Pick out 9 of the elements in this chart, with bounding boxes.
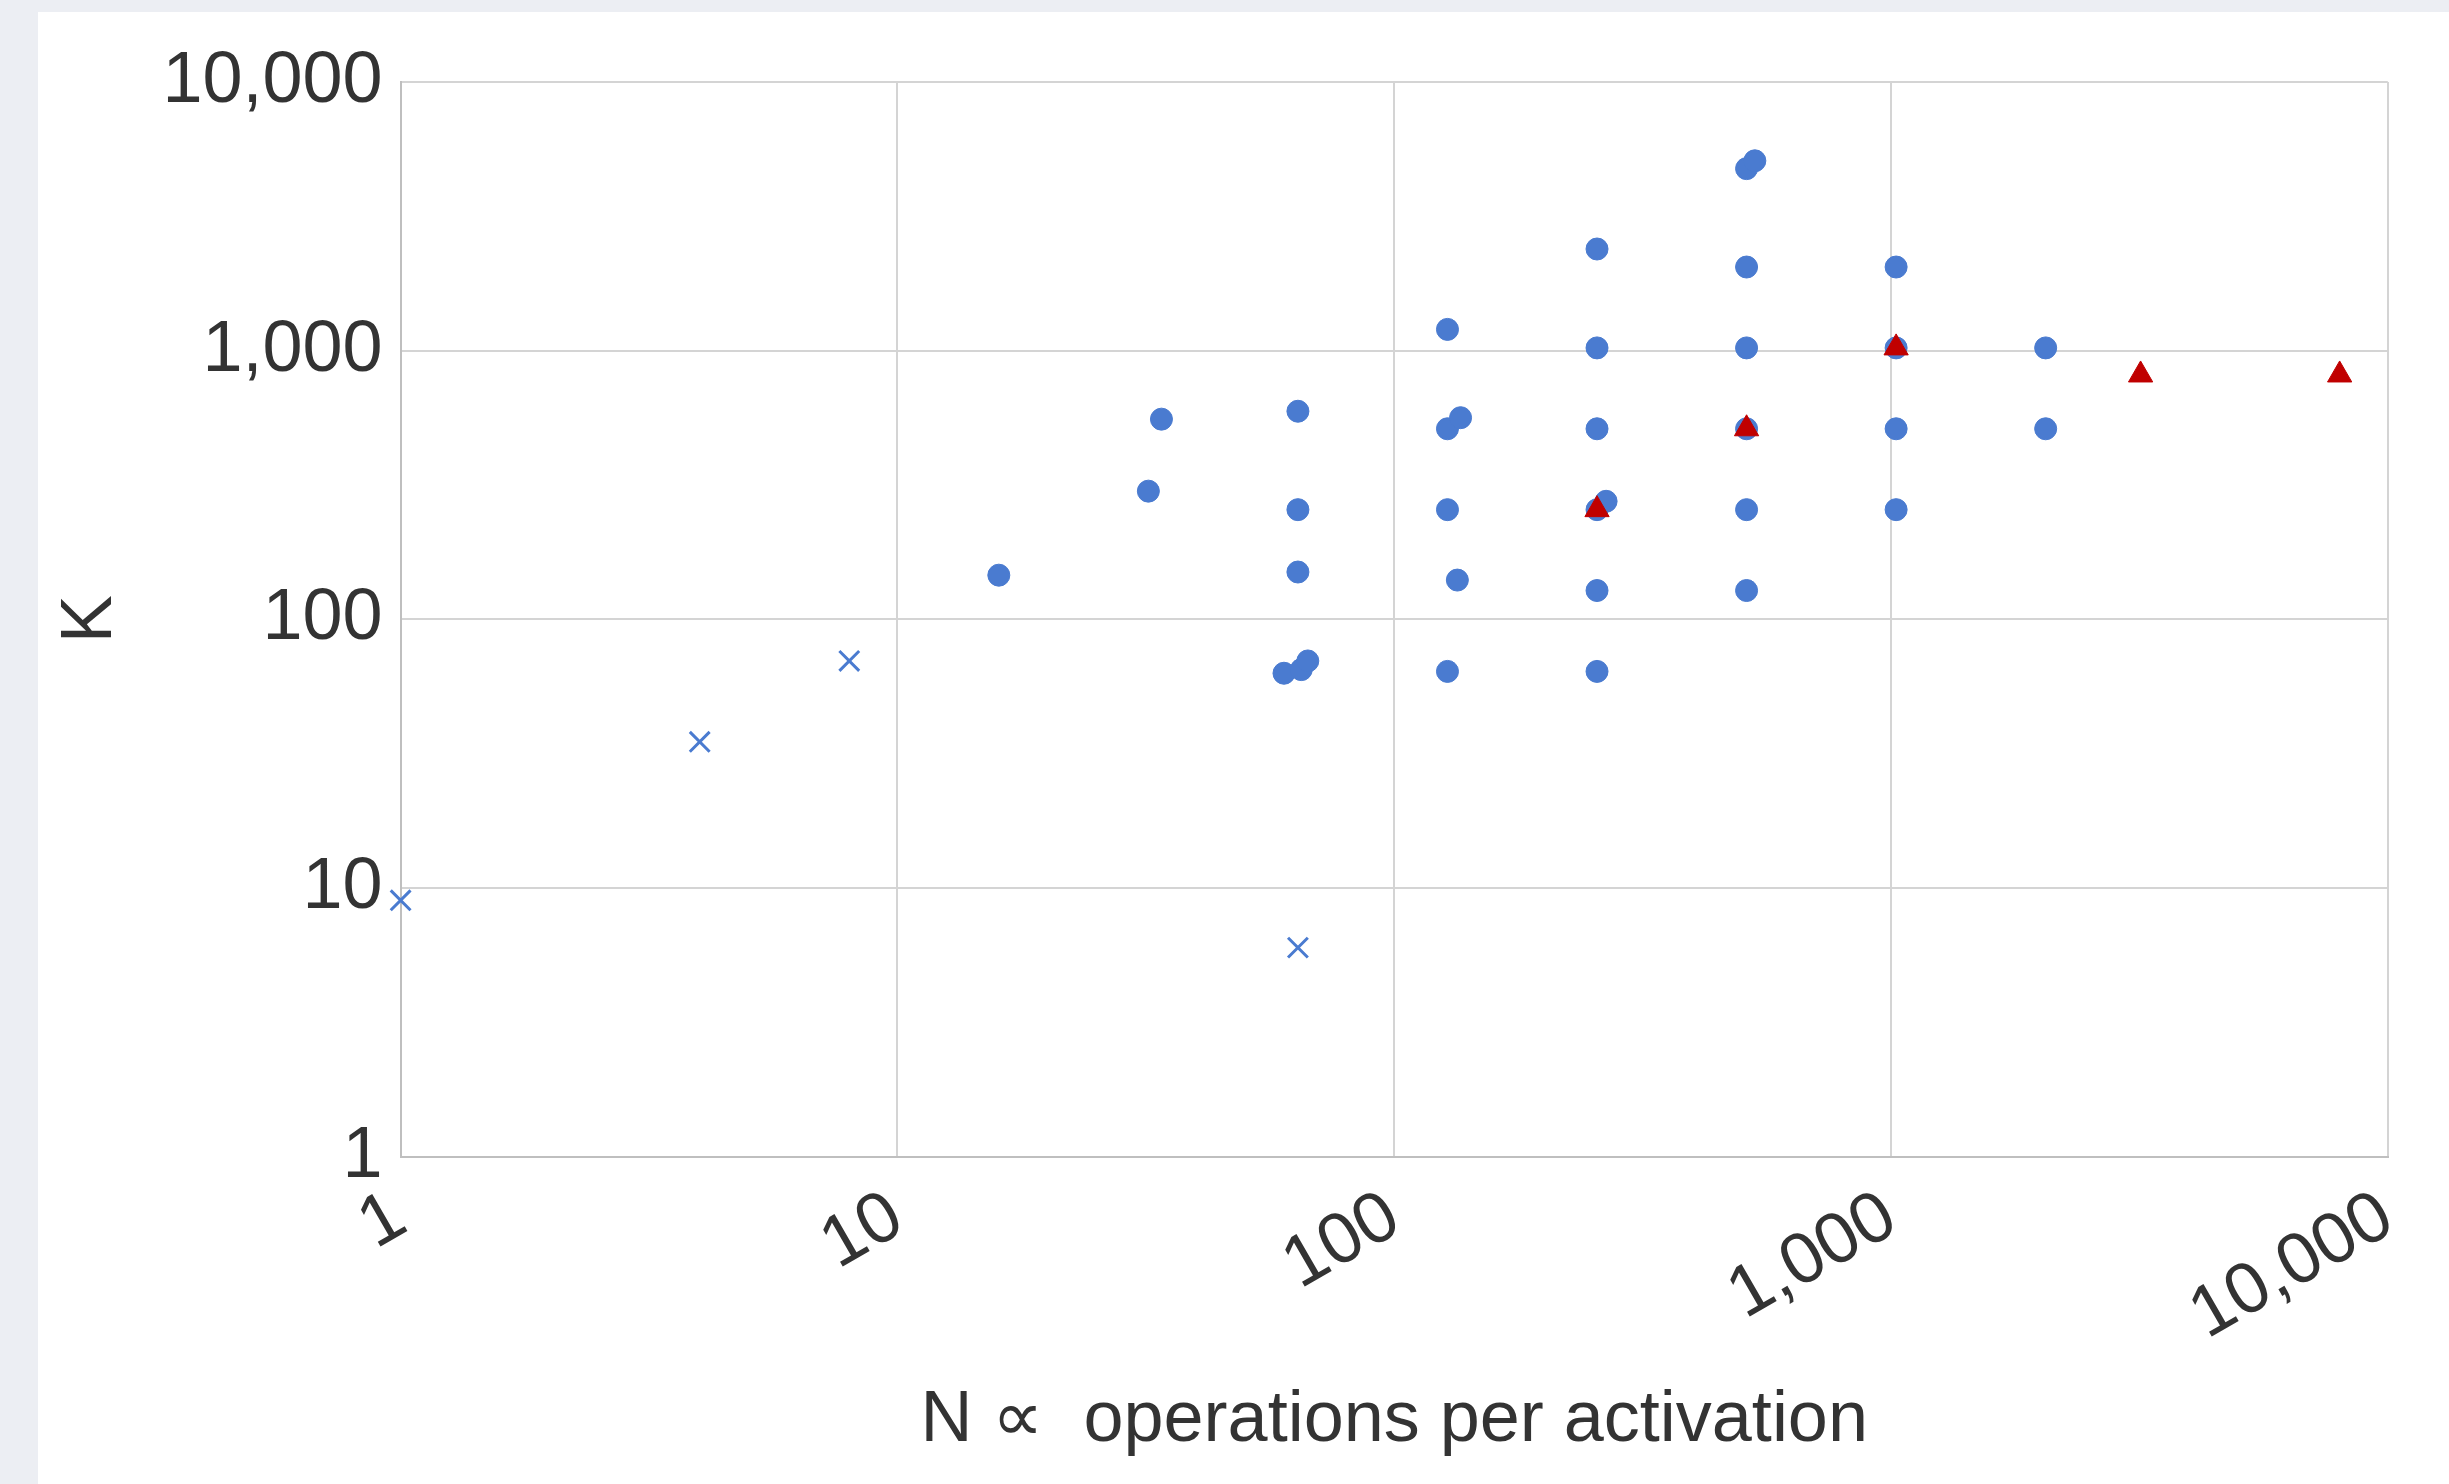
y-tick-label: 1 [342, 1111, 383, 1192]
x-tick-label: 100 [1267, 1172, 1412, 1303]
y-tick-label: 10,000 [162, 36, 383, 117]
y-tick-label: 100 [262, 574, 383, 655]
y-tick-label: 10 [302, 842, 383, 923]
y-axis-title: K [46, 595, 127, 644]
y-tick-label: 1,000 [202, 305, 383, 386]
x-tick-label: 10 [805, 1172, 915, 1283]
x-axis-title: N ∝ operations per activation [920, 1375, 1868, 1456]
